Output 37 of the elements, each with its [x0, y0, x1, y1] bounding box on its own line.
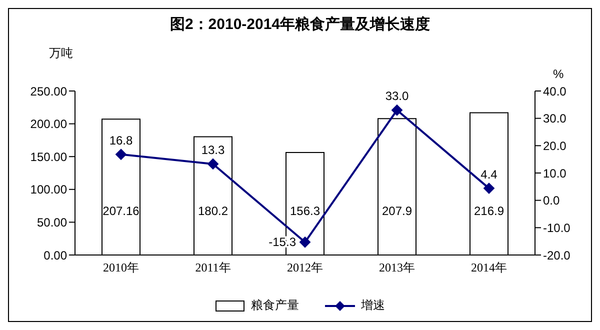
data-label: 207.9	[382, 204, 412, 218]
y-tick-label: 250.00	[30, 84, 68, 98]
y-tick-label: 200.00	[30, 117, 68, 132]
chart-title: 图2：2010-2014年粮食产量及增长速度	[168, 15, 432, 34]
y2-tick-label: 20.0	[543, 138, 567, 153]
data-label: 13.3	[201, 142, 225, 157]
y-tick-label: 150.00	[30, 150, 68, 164]
point	[392, 104, 402, 116]
point	[484, 182, 494, 194]
data-label: 4.4	[480, 167, 498, 182]
y2-tick-label: -10.0	[543, 220, 571, 235]
data-label: 180.2	[198, 204, 228, 218]
x-tick-label: 2012年	[287, 260, 323, 275]
y2-tick-label: 10.0	[543, 166, 567, 180]
data-label: 16.8	[109, 133, 133, 148]
data-label: 207.16	[102, 204, 140, 218]
point	[116, 148, 126, 160]
x-tick-label: 2010年	[103, 260, 139, 275]
y-axis-title: 万吨	[49, 45, 73, 62]
data-label: 33.0	[385, 89, 409, 104]
y-tick-label: 50.00	[36, 215, 68, 230]
point	[300, 236, 310, 248]
x-tick-label: 2014年	[471, 260, 507, 275]
y2-tick-label: 30.0	[543, 112, 567, 126]
y2-tick-label: -20.0	[543, 248, 571, 262]
x-tick-label: 2011年	[195, 260, 231, 275]
data-label: 156.3	[290, 204, 320, 218]
point	[208, 158, 218, 170]
y-tick-label: 100.00	[30, 182, 68, 197]
legend-label: 增速	[361, 297, 385, 314]
y2-tick-label: 40.0	[543, 84, 567, 98]
legend-label: 粮食产量	[251, 297, 299, 314]
y-tick-label: 0.00	[44, 248, 68, 262]
y2-axis-title: %	[553, 67, 564, 81]
data-label: 216.9	[474, 204, 504, 218]
x-tick-label: 2013年	[379, 260, 415, 275]
y2-tick-label: 0.0	[543, 194, 560, 208]
